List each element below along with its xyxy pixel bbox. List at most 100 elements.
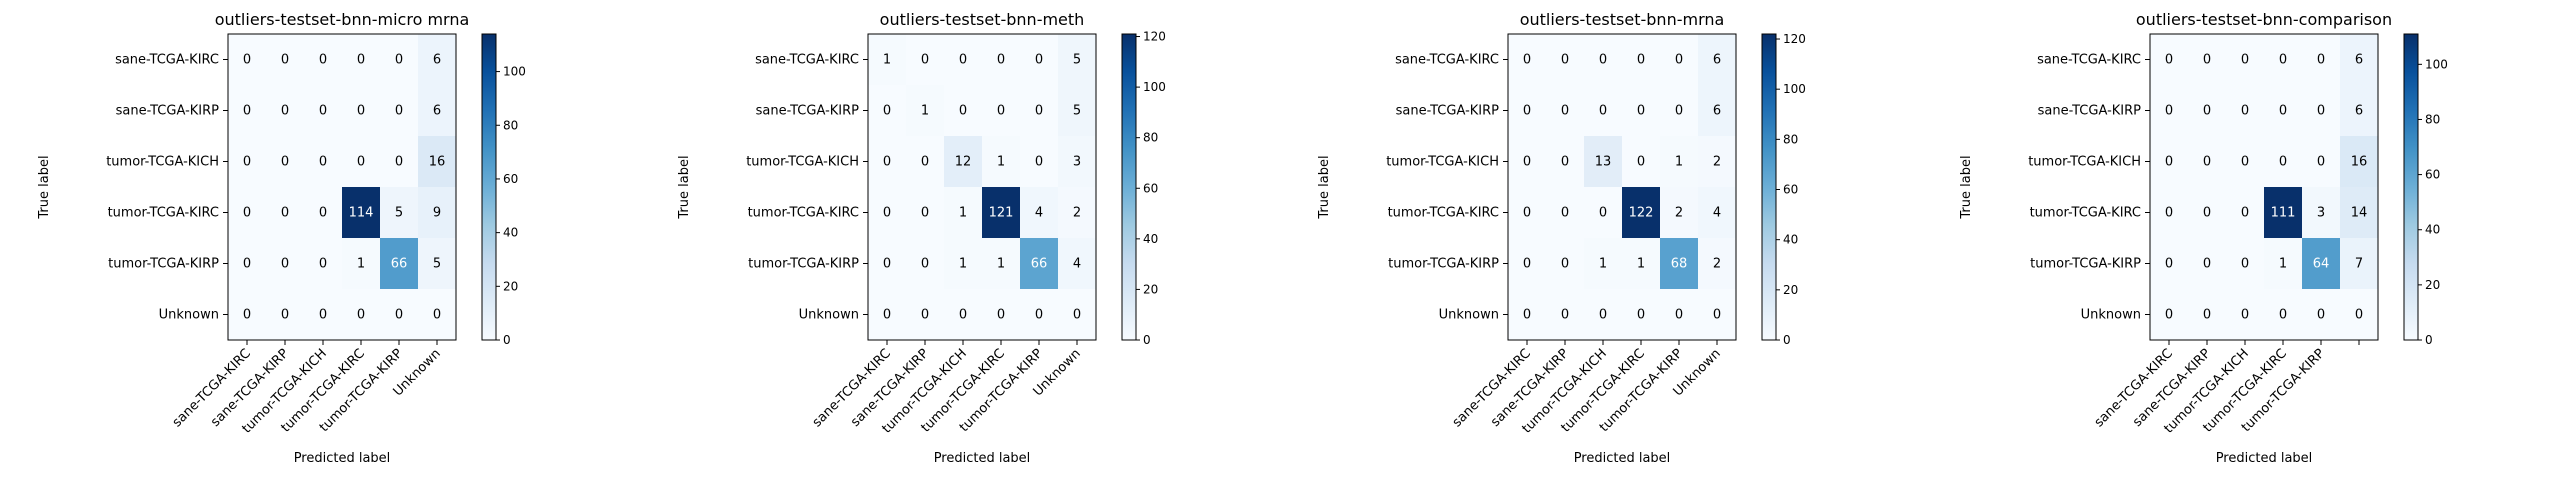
cell-value-label: 0	[1599, 53, 1607, 68]
heatmap-cell	[1020, 187, 1058, 238]
heatmap-cell	[418, 136, 456, 187]
heatmap-cell	[1622, 34, 1660, 85]
heatmap-cell	[1546, 34, 1584, 85]
heatmap-cell	[906, 85, 944, 136]
heatmap-cell	[1546, 136, 1584, 187]
colorbar-tick-label: 100	[503, 65, 526, 79]
cell-value-label: 0	[2279, 53, 2287, 68]
heatmap-cell	[944, 136, 982, 187]
heatmap-cell	[304, 34, 342, 85]
cell-value-label: 0	[357, 104, 365, 119]
heatmap-cell	[380, 289, 418, 340]
heatmap-cell	[2302, 289, 2340, 340]
cell-value-label: 2	[1713, 257, 1721, 272]
heatmap-cell	[868, 238, 906, 289]
heatmap-cell	[2302, 187, 2340, 238]
colorbar-tick-label: 0	[503, 333, 511, 347]
cell-value-label: 0	[2203, 155, 2211, 170]
cell-value-label: 1	[2279, 257, 2287, 272]
heatmap-cell	[2264, 289, 2302, 340]
cell-value-label: 0	[395, 308, 403, 323]
cell-value-label: 6	[2355, 53, 2363, 68]
cell-value-label: 0	[1073, 308, 1081, 323]
heatmap-cell	[2226, 34, 2264, 85]
cell-value-label: 2	[1713, 155, 1721, 170]
heatmap-cell	[1660, 187, 1698, 238]
colorbar-tick-label: 100	[1783, 82, 1806, 96]
colorbar-tick-label: 20	[503, 279, 518, 293]
cell-value-label: 0	[2165, 104, 2173, 119]
heatmap-cell	[2340, 136, 2378, 187]
cell-value-label: 9	[433, 206, 441, 221]
heatmap-cell	[1660, 136, 1698, 187]
heatmap-cell	[944, 187, 982, 238]
cell-value-label: 0	[319, 53, 327, 68]
heatmap-cell	[906, 289, 944, 340]
cell-value-label: 0	[1599, 104, 1607, 119]
heatmap-cell	[418, 289, 456, 340]
heatmap-cell	[1698, 34, 1736, 85]
cell-value-label: 0	[243, 53, 251, 68]
heatmap-cell	[1020, 289, 1058, 340]
heatmap-cell	[342, 85, 380, 136]
heatmap-cell	[2340, 187, 2378, 238]
cell-value-label: 0	[1561, 206, 1569, 221]
cell-value-label: 12	[955, 155, 972, 170]
cell-value-label: 0	[395, 53, 403, 68]
colorbar-tick-label: 80	[2425, 112, 2440, 126]
heatmap-cell	[342, 238, 380, 289]
y-axis-label: True label	[1317, 155, 1332, 219]
y-tick-label: tumor-TCGA-KIRC	[108, 206, 219, 221]
heatmap-cell	[2226, 289, 2264, 340]
heatmap-cell	[982, 136, 1020, 187]
colorbar-tick-label: 20	[2425, 278, 2440, 292]
colorbar-tick-label: 0	[2425, 333, 2433, 347]
chart-title: outliers-testset-bnn-meth	[880, 10, 1085, 29]
cell-value-label: 0	[243, 155, 251, 170]
heatmap-cell	[2188, 187, 2226, 238]
heatmap-cell	[1622, 289, 1660, 340]
cell-value-label: 0	[1675, 53, 1683, 68]
cell-value-label: 0	[921, 53, 929, 68]
cell-value-label: 14	[2351, 206, 2368, 221]
heatmap-cell	[2188, 289, 2226, 340]
colorbar-tick-label: 40	[1143, 232, 1158, 246]
cell-value-label: 0	[2279, 308, 2287, 323]
cell-value-label: 0	[1637, 308, 1645, 323]
cell-value-label: 121	[989, 206, 1014, 221]
cell-value-label: 0	[319, 257, 327, 272]
heatmap-cell	[1698, 289, 1736, 340]
cell-value-label: 0	[2203, 53, 2211, 68]
cell-value-label: 0	[1561, 53, 1569, 68]
cell-value-label: 0	[2241, 308, 2249, 323]
colorbar-tick-label: 120	[1783, 32, 1806, 46]
cell-value-label: 0	[281, 155, 289, 170]
heatmap-cell	[342, 289, 380, 340]
heatmap-cell	[304, 289, 342, 340]
cell-value-label: 0	[1523, 53, 1531, 68]
heatmap-cell	[418, 238, 456, 289]
heatmap-cell	[2188, 238, 2226, 289]
heatmap-cell	[418, 34, 456, 85]
y-tick-label: Unknown	[2081, 308, 2141, 323]
heatmap-cell	[1058, 85, 1096, 136]
cell-value-label: 0	[1035, 308, 1043, 323]
y-tick-label: tumor-TCGA-KIRP	[108, 257, 219, 272]
cell-value-label: 1	[959, 257, 967, 272]
colorbar-tick-label: 0	[1143, 333, 1151, 347]
heatmap-cell	[1058, 238, 1096, 289]
heatmap-cell	[1058, 34, 1096, 85]
heatmap-cell	[380, 187, 418, 238]
cell-value-label: 0	[959, 53, 967, 68]
heatmap-cell	[1584, 136, 1622, 187]
heatmap-cell	[1584, 289, 1622, 340]
cell-value-label: 0	[357, 155, 365, 170]
cell-value-label: 0	[2241, 155, 2249, 170]
heatmap-cell	[1508, 136, 1546, 187]
heatmap-cell	[342, 34, 380, 85]
y-tick-label: tumor-TCGA-KICH	[1386, 155, 1499, 170]
cell-value-label: 0	[921, 155, 929, 170]
x-axis-label: Predicted label	[934, 451, 1031, 466]
heatmap-cell	[1058, 187, 1096, 238]
